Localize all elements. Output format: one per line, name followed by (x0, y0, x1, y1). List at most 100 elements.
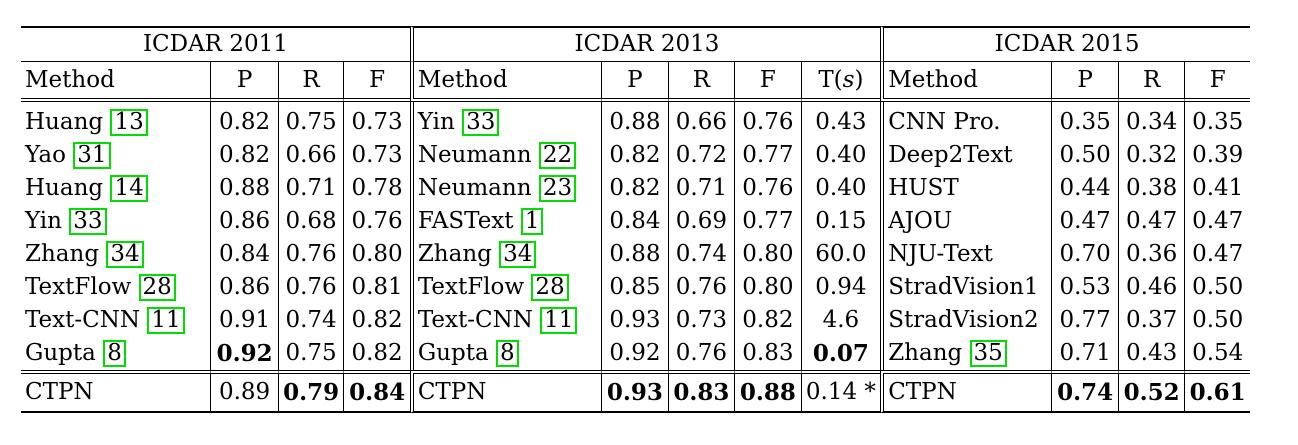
score-p-value: 0.35 (1059, 109, 1111, 135)
score-p: 0.82 (210, 102, 277, 139)
score-f: 0.81 (343, 271, 409, 304)
score-t: 0.14 * (800, 370, 881, 413)
score-p-value: 0.89 (218, 379, 271, 405)
score-t: 4.6 (800, 304, 881, 337)
score-r: 0.46 (1117, 271, 1184, 304)
score-r: 0.38 (1117, 172, 1184, 205)
score-f-value: 0.84 (349, 378, 406, 406)
score-t-value: 0.07 (812, 339, 869, 367)
method-name: CNN Pro. (888, 109, 1001, 135)
citation-link[interactable]: 13 (110, 109, 148, 136)
score-t-value: 0.14 * (805, 379, 876, 405)
score-p: 0.84 (210, 238, 277, 271)
method-name: Neumann (417, 142, 539, 168)
method-cell: HUST (880, 172, 1051, 205)
citation-link[interactable]: 8 (103, 340, 126, 367)
score-t: 0.07 (800, 337, 881, 370)
score-p-value: 0.84 (218, 241, 271, 267)
score-r: 0.76 (277, 238, 344, 271)
score-f-value: 0.80 (742, 274, 794, 300)
score-p: 0.74 (1051, 370, 1118, 413)
method-name: Zhang (417, 241, 500, 267)
method-name: Huang (25, 109, 111, 135)
score-p: 0.88 (601, 238, 667, 271)
score-f-value: 0.80 (351, 241, 403, 267)
score-f-value: 0.61 (1189, 378, 1246, 406)
score-r: 0.72 (667, 139, 734, 172)
citation-link[interactable]: 22 (538, 142, 577, 169)
citation-link[interactable]: 8 (496, 340, 519, 367)
method-name: Zhang (25, 241, 107, 267)
score-f: 0.76 (734, 102, 800, 139)
group-title-icdar2011: ICDAR 2011 (21, 26, 410, 61)
score-r-value: 0.76 (285, 241, 337, 267)
score-r: 0.32 (1117, 139, 1184, 172)
citation-link[interactable]: 11 (147, 307, 185, 334)
method-cell: StradVision2 (880, 304, 1051, 337)
col-header-f: F (343, 61, 410, 102)
method-cell: Gupta 8 (409, 337, 601, 370)
method-cell: CTPN (880, 370, 1052, 413)
score-p-value: 0.82 (609, 142, 661, 168)
citation-link[interactable]: 33 (69, 208, 107, 235)
score-r: 0.76 (667, 337, 734, 370)
method-cell: Huang 13 (21, 102, 210, 139)
citation-link[interactable]: 34 (106, 241, 144, 268)
method-cell: Neumann 23 (409, 172, 601, 205)
table-row: Yao 31 0.82 0.66 0.73 Neumann 22 0.82 0.72 0.77… (21, 139, 1250, 172)
score-t-value: 60.0 (815, 241, 867, 267)
score-r-value: 0.75 (285, 109, 337, 135)
method-name: AJOU (888, 208, 953, 234)
score-r: 0.66 (277, 139, 344, 172)
score-r-value: 0.46 (1126, 274, 1178, 300)
citation-link[interactable]: 28 (531, 274, 569, 301)
score-f: 0.76 (734, 172, 800, 205)
citation-link[interactable]: 34 (499, 241, 537, 268)
method-name: Text-CNN (417, 307, 541, 333)
score-r-value: 0.72 (675, 142, 727, 168)
citation-link[interactable]: 23 (538, 175, 577, 202)
method-name: TextFlow (25, 274, 139, 300)
col-header-method: Method (21, 61, 211, 102)
citation-link[interactable]: 28 (138, 274, 176, 301)
score-p: 0.77 (1051, 304, 1117, 337)
citation-link[interactable]: 1 (520, 208, 544, 235)
score-p-value: 0.88 (218, 175, 271, 201)
score-r: 0.71 (277, 172, 344, 205)
method-name: StradVision2 (888, 307, 1039, 333)
score-f: 0.39 (1184, 139, 1250, 172)
col-header-f: F (734, 61, 801, 102)
score-p: 0.89 (210, 370, 278, 413)
score-p: 0.50 (1051, 139, 1117, 172)
score-f: 0.80 (734, 238, 800, 271)
method-name: Yao (25, 142, 74, 168)
citation-link[interactable]: 35 (969, 340, 1007, 367)
method-cell: StradVision1 (880, 271, 1051, 304)
citation-link[interactable]: 33 (462, 109, 500, 136)
score-f-value: 0.88 (739, 378, 796, 406)
score-f-value: 0.50 (1192, 274, 1244, 300)
score-r-value: 0.83 (673, 378, 730, 406)
score-p: 0.91 (210, 304, 277, 337)
score-p-value: 0.92 (609, 340, 661, 366)
score-f-value: 0.78 (351, 175, 403, 201)
score-f: 0.82 (343, 304, 409, 337)
score-p-value: 0.53 (1059, 274, 1111, 300)
method-name: CTPN (888, 379, 957, 405)
score-f: 0.61 (1184, 370, 1250, 413)
score-p-value: 0.70 (1059, 241, 1111, 267)
score-r-value: 0.73 (675, 307, 727, 333)
citation-link[interactable]: 31 (73, 142, 111, 169)
method-cell: Deep2Text (880, 139, 1051, 172)
col-header-r: R (1117, 61, 1185, 102)
results-table: ICDAR 2011 ICDAR 2013 ICDAR 2015 Method … (21, 26, 1250, 413)
method-cell: Gupta 8 (21, 337, 210, 370)
col-header-r: R (667, 61, 735, 102)
score-t-value: 0.15 (815, 208, 867, 234)
score-p: 0.44 (1051, 172, 1117, 205)
score-r: 0.79 (277, 370, 344, 413)
score-p-value: 0.74 (1057, 378, 1114, 406)
citation-link[interactable]: 14 (110, 175, 148, 202)
citation-link[interactable]: 11 (540, 307, 578, 334)
score-f-value: 0.83 (742, 340, 794, 366)
